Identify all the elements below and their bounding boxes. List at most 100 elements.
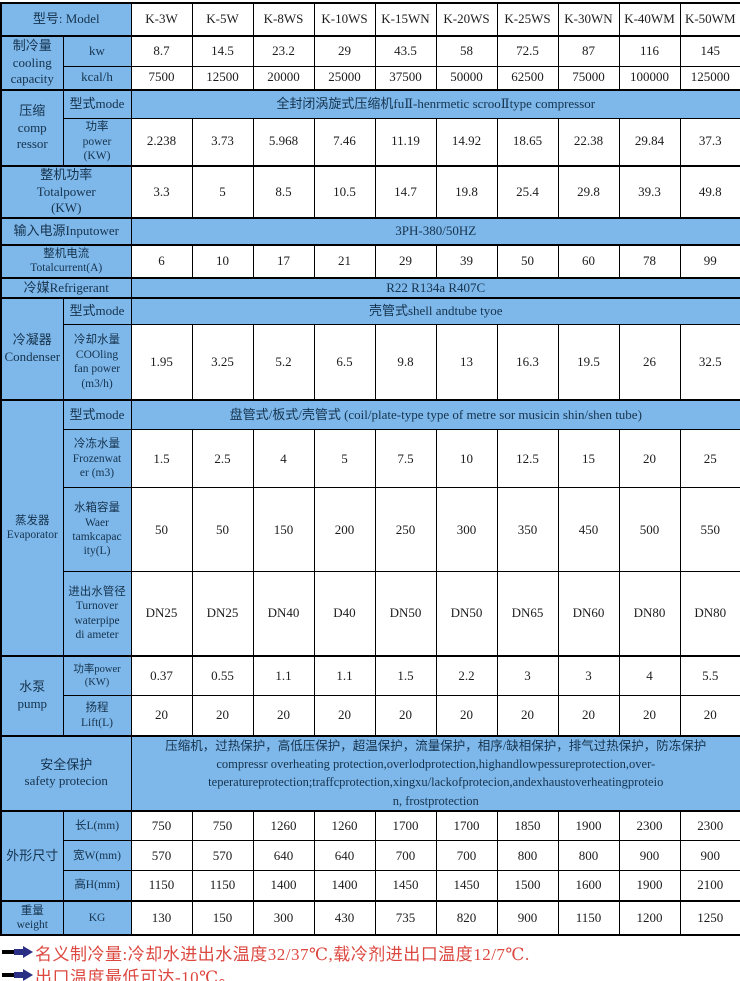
spec-value-cell: 1500 bbox=[496, 870, 559, 902]
spec-value-cell: 2.5 bbox=[191, 429, 254, 489]
spec-value-cell: 20 bbox=[435, 695, 498, 737]
spec-label-cell: 全封闭涡旋式压缩机fuⅡ-henrmetic scrooⅡtype compre… bbox=[130, 89, 740, 119]
model-name: K-30WN bbox=[557, 2, 620, 37]
spec-value-cell: DN40 bbox=[252, 571, 315, 657]
spec-value-cell: 43.5 bbox=[374, 35, 437, 67]
spec-value-cell: 0.55 bbox=[191, 654, 254, 697]
note-row: 出口温度最低可达-10℃。 bbox=[2, 964, 740, 981]
footnotes: 名义制冷量:冷却水进出水温度32/37℃,载冷剂进出口温度12/7℃. 出口温度… bbox=[0, 941, 740, 981]
spec-value-cell: DN25 bbox=[130, 571, 193, 657]
spec-label-cell: KG bbox=[62, 899, 132, 936]
spec-value-cell: 8.7 bbox=[130, 35, 193, 67]
spec-value-cell: 12500 bbox=[191, 65, 254, 91]
spec-value-cell: 37.3 bbox=[679, 117, 740, 167]
spec-label-cell: 型式mode bbox=[62, 296, 132, 326]
model-name: K-15WN bbox=[374, 2, 437, 37]
spec-value-cell: 11.19 bbox=[374, 117, 437, 167]
spec-value-cell: 5 bbox=[191, 165, 254, 219]
spec-label-cell: 安全保护 safety protecion bbox=[0, 734, 132, 812]
spec-value-cell: 300 bbox=[435, 487, 498, 573]
spec-value-cell: 2100 bbox=[679, 870, 740, 902]
spec-value-cell: 16.3 bbox=[496, 324, 559, 401]
spec-label-cell: 3PH-380/50HZ bbox=[130, 216, 740, 246]
spec-value-cell: 8.5 bbox=[252, 165, 315, 219]
model-name: K-5W bbox=[191, 2, 254, 37]
spec-value-cell: 29 bbox=[374, 243, 437, 279]
spec-value-cell: 60 bbox=[557, 243, 620, 279]
spec-value-cell: 800 bbox=[557, 840, 620, 872]
spec-value-cell: 39 bbox=[435, 243, 498, 279]
note-row: 名义制冷量:冷却水进出水温度32/37℃,载冷剂进出口温度12/7℃. bbox=[2, 941, 740, 964]
spec-value-cell: 9.8 bbox=[374, 324, 437, 401]
spec-value-cell: 20 bbox=[496, 695, 559, 737]
spec-value-cell: 5.5 bbox=[679, 654, 740, 697]
spec-value-cell: 1900 bbox=[618, 870, 681, 902]
spec-value-cell: 25 bbox=[679, 429, 740, 489]
model-name: K-3W bbox=[130, 2, 193, 37]
spec-value-cell: 750 bbox=[130, 809, 193, 842]
spec-value-cell: 7.5 bbox=[374, 429, 437, 489]
spec-value-cell: 21 bbox=[313, 243, 376, 279]
spec-label-cell: 整机电流 Totalcurrent(A) bbox=[0, 243, 132, 279]
spec-value-cell: 20 bbox=[130, 695, 193, 737]
spec-value-cell: 1.1 bbox=[252, 654, 315, 697]
spec-label-cell: 功率power (KW) bbox=[62, 654, 132, 697]
spec-label-cell: 输入电源Inputower bbox=[0, 216, 132, 246]
spec-value-cell: 72.5 bbox=[496, 35, 559, 67]
spec-label-cell: 水箱容量 Waer tamkcapac ity(L) bbox=[62, 487, 132, 573]
spec-value-cell: 700 bbox=[374, 840, 437, 872]
spec-value-cell: 700 bbox=[435, 840, 498, 872]
spec-value-cell: 26 bbox=[618, 324, 681, 401]
spec-value-cell: 20000 bbox=[252, 65, 315, 91]
spec-value-cell: 1900 bbox=[557, 809, 620, 842]
spec-label-cell: 型式mode bbox=[62, 398, 132, 431]
spec-value-cell: 1700 bbox=[374, 809, 437, 842]
spec-value-cell: 25000 bbox=[313, 65, 376, 91]
spec-label-cell: 进出水管径 Turnover waterpipe di ameter bbox=[62, 571, 132, 657]
spec-value-cell: 1700 bbox=[435, 809, 498, 842]
spec-value-cell: 29.84 bbox=[618, 117, 681, 167]
model-name: K-20WS bbox=[435, 2, 498, 37]
spec-label-cell: 重量 weight bbox=[0, 899, 64, 936]
spec-label-cell: 扬程 Lift(L) bbox=[62, 695, 132, 737]
spec-value-cell: 2.2 bbox=[435, 654, 498, 697]
spec-value-cell: 75000 bbox=[557, 65, 620, 91]
spec-value-cell: 23.2 bbox=[252, 35, 315, 67]
spec-label-cell: 型式mode bbox=[62, 89, 132, 119]
spec-value-cell: 18.65 bbox=[496, 117, 559, 167]
spec-value-cell: 130 bbox=[130, 899, 193, 936]
spec-value-cell: 2300 bbox=[618, 809, 681, 842]
spec-value-cell: 1260 bbox=[313, 809, 376, 842]
spec-table: 型号: Model K-3W K-5W K-8WS K-10WS K-15WN K-20WS… bbox=[0, 2, 740, 936]
spec-value-cell: 6 bbox=[130, 243, 193, 279]
spec-value-cell: 20 bbox=[618, 695, 681, 737]
model-header-label: 型号: Model bbox=[0, 2, 132, 37]
spec-value-cell: 1150 bbox=[130, 870, 193, 902]
spec-value-cell: 7.46 bbox=[313, 117, 376, 167]
spec-value-cell: 1260 bbox=[252, 809, 315, 842]
spec-label-cell: 蒸发器 Evaporator bbox=[0, 398, 64, 657]
spec-value-cell: 570 bbox=[191, 840, 254, 872]
spec-value-cell: 29 bbox=[313, 35, 376, 67]
spec-value-cell: 22.38 bbox=[557, 117, 620, 167]
spec-value-cell: 14.7 bbox=[374, 165, 437, 219]
spec-label-cell: 冷冻水量 Frozenwat er (m3) bbox=[62, 429, 132, 489]
spec-value-cell: 550 bbox=[679, 487, 740, 573]
spec-value-cell: 10 bbox=[191, 243, 254, 279]
spec-value-cell: 640 bbox=[252, 840, 315, 872]
model-name: K-25WS bbox=[496, 2, 559, 37]
note-text: 名义制冷量:冷却水进出水温度32/37℃,载冷剂进出口温度12/7℃. bbox=[35, 944, 530, 964]
spec-value-cell: 19.5 bbox=[557, 324, 620, 401]
spec-value-cell: 750 bbox=[191, 809, 254, 842]
spec-value-cell: 4 bbox=[618, 654, 681, 697]
spec-value-cell: 1.5 bbox=[374, 654, 437, 697]
spec-value-cell: 1850 bbox=[496, 809, 559, 842]
spec-value-cell: 900 bbox=[618, 840, 681, 872]
spec-label-cell: 冷却水量 COOling fan power (m3/h) bbox=[62, 324, 132, 401]
spec-label-cell: 压缩机，过热保护，高低压保护，超温保护，流量保护，相序/缺相保护，排气过热保护，… bbox=[130, 734, 740, 812]
spec-value-cell: 20 bbox=[679, 695, 740, 737]
spec-label-cell: 长L(mm) bbox=[62, 809, 132, 842]
spec-value-cell: 350 bbox=[496, 487, 559, 573]
spec-label-cell: 宽W(mm) bbox=[62, 840, 132, 872]
spec-value-cell: 900 bbox=[679, 840, 740, 872]
